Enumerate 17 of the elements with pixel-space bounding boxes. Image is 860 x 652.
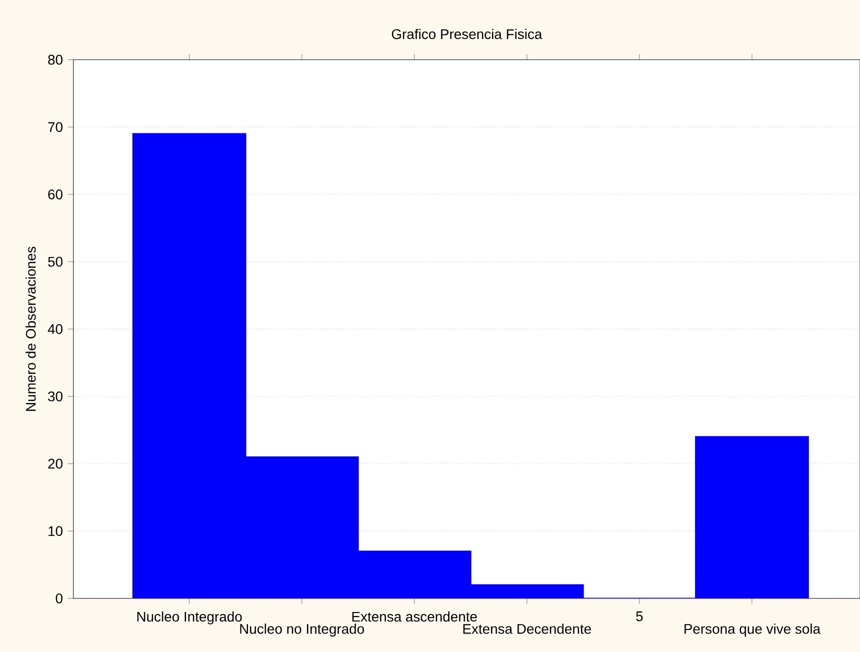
y-tick-label: 0 — [56, 593, 62, 604]
y-tick-label: 80 — [48, 54, 62, 65]
x-tick-label: Persona que vive sola — [684, 624, 821, 637]
x-tick-label: Nucleo no Integrado — [240, 624, 364, 637]
y-tick-label: 20 — [48, 458, 62, 469]
y-axis-title: Numero de Observaciones — [26, 246, 36, 411]
x-tick-label: Extensa Decendente — [463, 624, 591, 634]
y-tick-label: 70 — [48, 122, 62, 132]
y-tick-label: 50 — [48, 256, 62, 267]
x-tick-label: Nucleo Integrado — [137, 611, 242, 624]
chart-title: Grafico Presencia Fisica — [392, 28, 542, 40]
x-tick-label: 5 — [636, 611, 643, 622]
y-tick-label: 60 — [48, 189, 62, 200]
x-tick-label: Extensa ascendente — [352, 611, 477, 622]
y-tick-label: 40 — [48, 324, 62, 334]
y-tick-label: 10 — [48, 526, 62, 536]
y-tick-label: 30 — [48, 391, 62, 402]
